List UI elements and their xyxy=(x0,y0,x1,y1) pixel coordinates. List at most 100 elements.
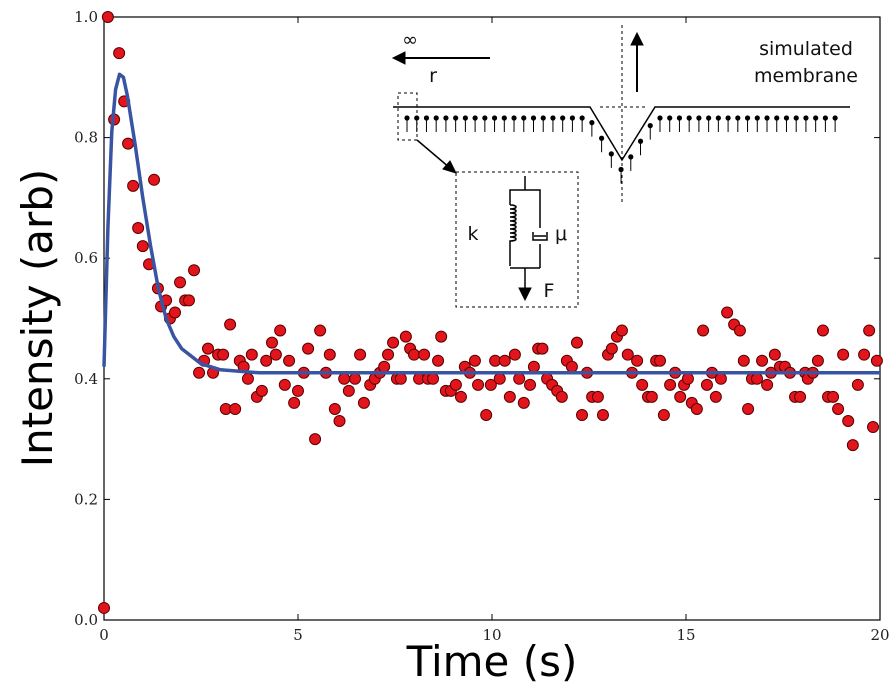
data-point xyxy=(503,390,516,403)
membrane-node xyxy=(589,120,595,126)
data-point xyxy=(681,372,694,385)
data-point xyxy=(737,354,750,367)
data-point xyxy=(427,372,440,385)
data-point xyxy=(690,402,703,415)
data-point xyxy=(408,348,421,361)
data-point xyxy=(394,372,407,385)
data-point xyxy=(357,396,370,409)
data-point xyxy=(794,390,807,403)
data-point xyxy=(229,402,242,415)
membrane-node xyxy=(599,135,605,141)
data-point xyxy=(513,372,526,385)
arrow-head xyxy=(442,160,457,174)
annotation: ∞ xyxy=(402,29,418,51)
membrane-node xyxy=(472,115,478,121)
data-point xyxy=(615,324,628,337)
data-point xyxy=(399,330,412,343)
data-point xyxy=(700,378,713,391)
data-point xyxy=(721,306,734,319)
data-point xyxy=(245,348,258,361)
data-point xyxy=(169,306,182,319)
inset-diagram xyxy=(391,25,850,308)
data-point xyxy=(182,294,195,307)
data-point xyxy=(193,366,206,379)
data-point xyxy=(636,378,649,391)
data-point xyxy=(591,390,604,403)
data-point xyxy=(302,342,315,355)
membrane-node xyxy=(618,166,624,173)
y-tick-label: 0.8 xyxy=(74,129,98,147)
data-point xyxy=(811,354,824,367)
data-point xyxy=(288,396,301,409)
data-point xyxy=(454,390,467,403)
data-point xyxy=(338,372,351,385)
membrane-node xyxy=(706,115,712,121)
membrane-node xyxy=(560,115,566,121)
fit-line xyxy=(102,72,880,375)
y-tick-label: 0.0 xyxy=(74,611,98,629)
data-point xyxy=(576,408,589,421)
x-tick-label: 5 xyxy=(293,626,303,644)
data-point xyxy=(122,137,135,150)
data-point xyxy=(333,415,346,428)
data-point xyxy=(867,421,880,434)
membrane-node xyxy=(414,115,420,121)
data-point xyxy=(188,264,201,277)
data-point xyxy=(435,330,448,343)
membrane-node xyxy=(803,115,809,121)
membrane-node xyxy=(579,115,585,121)
data-point xyxy=(870,354,883,367)
data-point xyxy=(354,348,367,361)
data-point xyxy=(432,354,445,367)
data-point xyxy=(468,354,481,367)
membrane-node xyxy=(793,115,799,121)
data-point xyxy=(472,378,485,391)
membrane-node xyxy=(501,115,507,121)
data-point xyxy=(605,342,618,355)
membrane-node xyxy=(540,115,546,121)
membrane-node xyxy=(725,115,731,121)
membrane-node xyxy=(550,115,556,121)
data-point xyxy=(148,173,161,186)
data-point xyxy=(127,179,140,192)
data-point xyxy=(480,408,493,421)
data-point xyxy=(314,324,327,337)
data-point xyxy=(387,336,400,349)
annotation: membrane xyxy=(754,65,858,87)
membrane-node xyxy=(647,123,653,129)
membrane-node xyxy=(521,115,527,121)
data-point xyxy=(283,354,296,367)
arrow-head xyxy=(630,31,644,46)
membrane-node xyxy=(667,115,673,121)
data-point xyxy=(132,222,145,235)
y-tick-label: 0.6 xyxy=(74,249,98,267)
membrane-node xyxy=(608,151,614,157)
data-point xyxy=(846,439,859,452)
membrane-node xyxy=(433,115,439,121)
data-point xyxy=(309,433,322,446)
membrane-node xyxy=(832,115,838,121)
membrane-node xyxy=(813,115,819,121)
spring xyxy=(509,204,517,266)
data-point xyxy=(241,372,254,385)
data-point xyxy=(596,408,609,421)
spring-frame xyxy=(509,189,541,228)
membrane-node xyxy=(569,115,576,121)
data-point xyxy=(342,384,355,397)
data-point xyxy=(631,354,644,367)
data-point xyxy=(328,402,341,415)
data-point xyxy=(621,348,634,361)
data-point xyxy=(136,240,149,253)
data-point xyxy=(517,396,530,409)
data-point xyxy=(555,390,568,403)
data-point xyxy=(323,348,336,361)
data-point xyxy=(378,360,391,373)
membrane-node xyxy=(482,115,488,121)
data-point xyxy=(751,372,764,385)
membrane-node xyxy=(530,115,537,121)
data-point xyxy=(292,384,304,397)
membrane-node xyxy=(404,115,410,121)
data-point xyxy=(565,360,578,373)
annotation: simulated xyxy=(759,38,853,60)
